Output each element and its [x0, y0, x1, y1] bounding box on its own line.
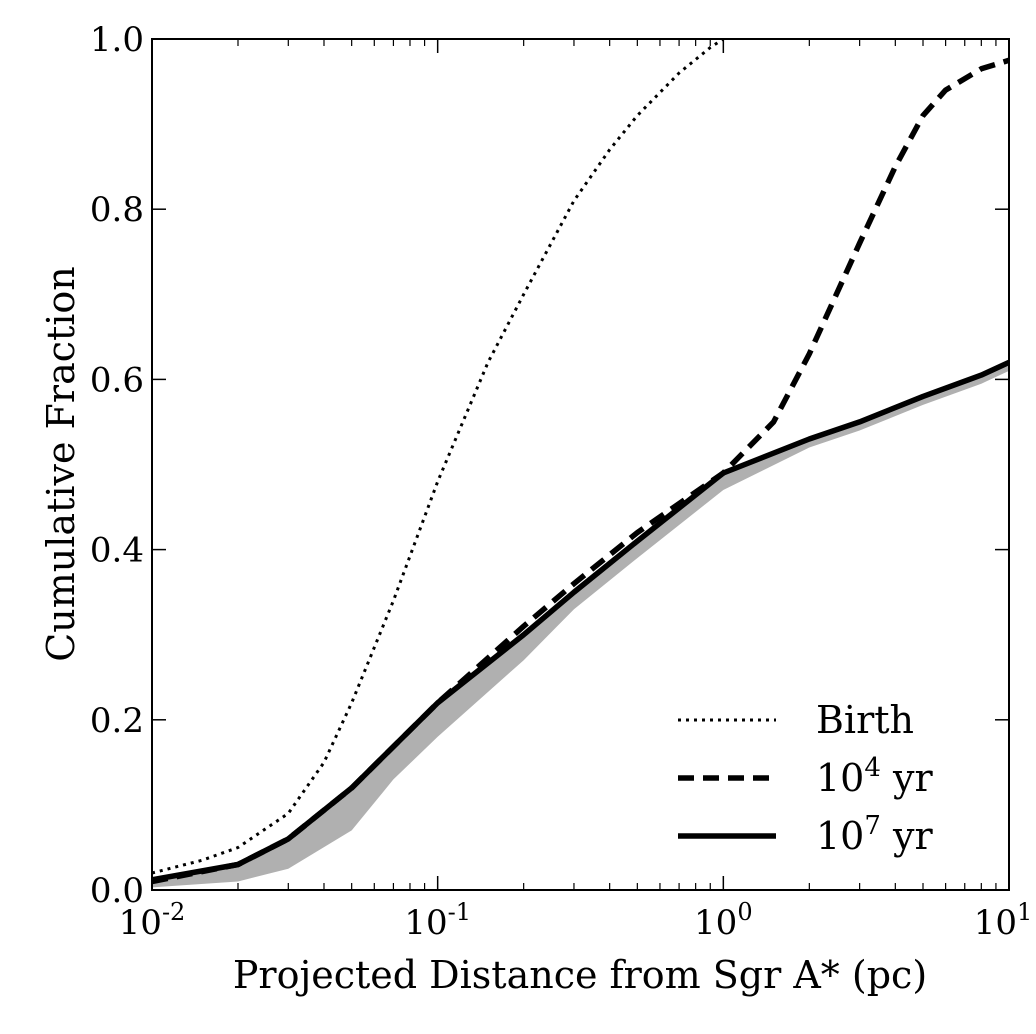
y-tick-label: 1.0 [90, 20, 144, 60]
y-tick-label: 0.2 [90, 701, 144, 741]
legend: Birth 104 yr 107 yr [678, 698, 933, 858]
legend-1e7yr-label: 107 yr [816, 811, 933, 858]
legend-birth-label: Birth [816, 698, 914, 742]
x-tick-label: 10-1 [404, 898, 471, 943]
x-axis-label: Projected Distance from Sgr A* (pc) [233, 953, 927, 997]
y-axis-label: Cumulative Fraction [39, 266, 83, 662]
series-birth-line [152, 39, 725, 875]
x-tick-label: 101 [974, 898, 1033, 943]
spread-band [152, 362, 1009, 888]
x-tick-label: 10-2 [119, 898, 186, 943]
y-tick-label: 0.6 [90, 360, 144, 400]
plot-area-frame [151, 38, 1010, 891]
series-1e7yr-line [152, 359, 1009, 883]
legend-1e4yr-label: 104 yr [816, 753, 933, 800]
x-tick-label: 100 [694, 898, 753, 943]
y-tick-label: 0.4 [90, 531, 144, 571]
y-tick-label: 0.0 [90, 871, 144, 911]
y-tick-label: 0.8 [90, 190, 144, 230]
